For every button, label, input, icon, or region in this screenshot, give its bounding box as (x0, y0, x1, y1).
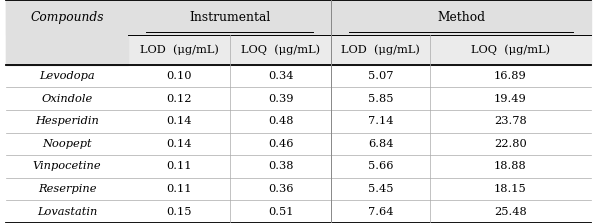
Text: 16.89: 16.89 (494, 71, 527, 81)
Text: 18.88: 18.88 (494, 161, 527, 171)
Text: 7.14: 7.14 (368, 116, 393, 126)
Text: LOD  (μg/mL): LOD (μg/mL) (341, 44, 420, 55)
Text: 0.38: 0.38 (268, 161, 293, 171)
Text: Compounds: Compounds (30, 11, 104, 24)
Text: Lovastatin: Lovastatin (37, 207, 97, 217)
Text: 0.15: 0.15 (167, 207, 192, 217)
Text: 0.34: 0.34 (268, 71, 293, 81)
Text: 5.66: 5.66 (368, 161, 393, 171)
Text: Hesperidin: Hesperidin (35, 116, 99, 126)
Text: 23.78: 23.78 (494, 116, 527, 126)
Text: 0.51: 0.51 (268, 207, 293, 217)
Text: Levodopa: Levodopa (39, 71, 95, 81)
Text: 19.49: 19.49 (494, 94, 527, 104)
Text: Noopept: Noopept (42, 139, 92, 149)
Text: 0.36: 0.36 (268, 184, 293, 194)
Text: Oxindole: Oxindole (42, 94, 93, 104)
Text: Reserpine: Reserpine (38, 184, 96, 194)
Text: 5.07: 5.07 (368, 71, 393, 81)
Text: 18.15: 18.15 (494, 184, 527, 194)
Text: 22.80: 22.80 (494, 139, 527, 149)
Text: 0.14: 0.14 (167, 116, 192, 126)
Text: LOQ  (μg/mL): LOQ (μg/mL) (471, 44, 550, 55)
Text: 0.12: 0.12 (167, 94, 192, 104)
Text: 0.11: 0.11 (167, 184, 192, 194)
Text: 0.48: 0.48 (268, 116, 293, 126)
Text: 7.64: 7.64 (368, 207, 393, 217)
Text: 5.85: 5.85 (368, 94, 393, 104)
Text: 6.84: 6.84 (368, 139, 393, 149)
Text: 0.39: 0.39 (268, 94, 293, 104)
Text: LOD  (μg/mL): LOD (μg/mL) (140, 44, 219, 55)
Text: 25.48: 25.48 (494, 207, 527, 217)
Text: Instrumental: Instrumental (189, 11, 270, 24)
Text: Method: Method (437, 11, 485, 24)
Text: 0.10: 0.10 (167, 71, 192, 81)
Text: 0.14: 0.14 (167, 139, 192, 149)
Text: LOQ  (μg/mL): LOQ (μg/mL) (241, 44, 320, 55)
Text: 5.45: 5.45 (368, 184, 393, 194)
Text: 0.11: 0.11 (167, 161, 192, 171)
Text: 0.46: 0.46 (268, 139, 293, 149)
Text: Vinpocetine: Vinpocetine (33, 161, 101, 171)
